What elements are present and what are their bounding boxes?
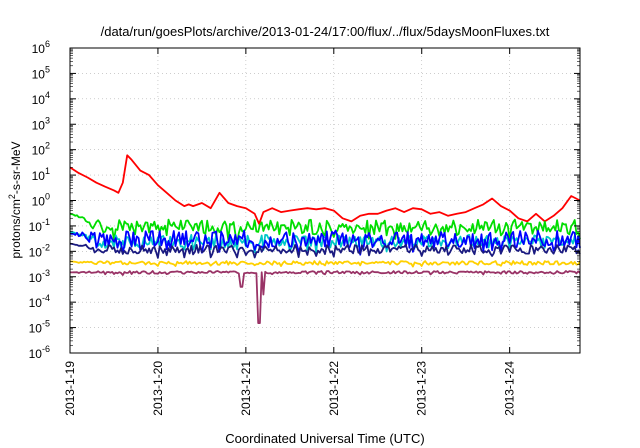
- series-line-1: [69, 154, 581, 225]
- y-tick-label-group: 100: [32, 192, 50, 209]
- series-group: [69, 154, 581, 324]
- x-tick-label: 2013-1-20: [151, 361, 165, 416]
- series-line-4: [69, 229, 581, 256]
- y-tick-label: 10-3: [29, 268, 50, 285]
- series-line-5: [69, 242, 581, 259]
- y-tick-label-group: 10-6: [29, 344, 50, 361]
- x-tick-label: 2013-1-23: [415, 361, 429, 416]
- y-tick-label-group: 10-2: [29, 242, 50, 259]
- y-axis-ticks: 10-6 10-5 10-4 10-3 10-2 10-1 100 101 102 103 104 1…: [29, 39, 580, 361]
- y-tick-label: 101: [32, 166, 50, 183]
- y-tick-label-group: 10-4: [29, 293, 50, 310]
- y-tick-label: 10-1: [29, 217, 50, 234]
- y-tick-label: 10-6: [29, 344, 50, 361]
- y-tick-label-group: 10-5: [29, 319, 50, 336]
- y-tick-label: 10-4: [29, 293, 50, 310]
- chart-title: /data/run/goesPlots/archive/2013-01-24/1…: [101, 24, 550, 39]
- y-tick-label-group: 102: [32, 141, 50, 158]
- y-tick-label: 100: [32, 192, 50, 209]
- y-tick-label-group: 105: [32, 64, 50, 81]
- y-axis-label: protons/cm2-s-sr-MeV: [7, 141, 23, 258]
- y-tick-label-group: 104: [32, 90, 50, 107]
- series-line-3: [69, 230, 581, 254]
- y-tick-label: 10-2: [29, 242, 50, 259]
- series-line-7: [69, 270, 581, 324]
- y-tick-label: 104: [32, 90, 50, 107]
- x-tick-label: 2013-1-22: [327, 361, 341, 416]
- y-tick-label: 103: [32, 115, 50, 132]
- x-axis-label: Coordinated Universal Time (UTC): [225, 431, 424, 446]
- x-axis-ticks: 2013-1-19 2013-1-20 2013-1-21 2013-1-22 2013…: [63, 48, 517, 416]
- y-tick-label: 105: [32, 64, 50, 81]
- series-line-2: [69, 212, 581, 244]
- y-tick-label-group: 10-1: [29, 217, 50, 234]
- x-tick-label: 2013-1-19: [63, 361, 77, 416]
- x-tick-label: 2013-1-21: [239, 361, 253, 416]
- y-tick-label-group: 10-3: [29, 268, 50, 285]
- y-tick-label-group: 103: [32, 115, 50, 132]
- y-tick-label: 102: [32, 141, 50, 158]
- series-line-6: [69, 260, 581, 268]
- y-tick-label: 106: [32, 39, 50, 56]
- y-tick-label-group: 101: [32, 166, 50, 183]
- x-tick-label: 2013-1-24: [503, 361, 517, 416]
- y-tick-label-group: 106: [32, 39, 50, 56]
- grid-lines: [70, 48, 580, 353]
- y-tick-label: 10-5: [29, 319, 50, 336]
